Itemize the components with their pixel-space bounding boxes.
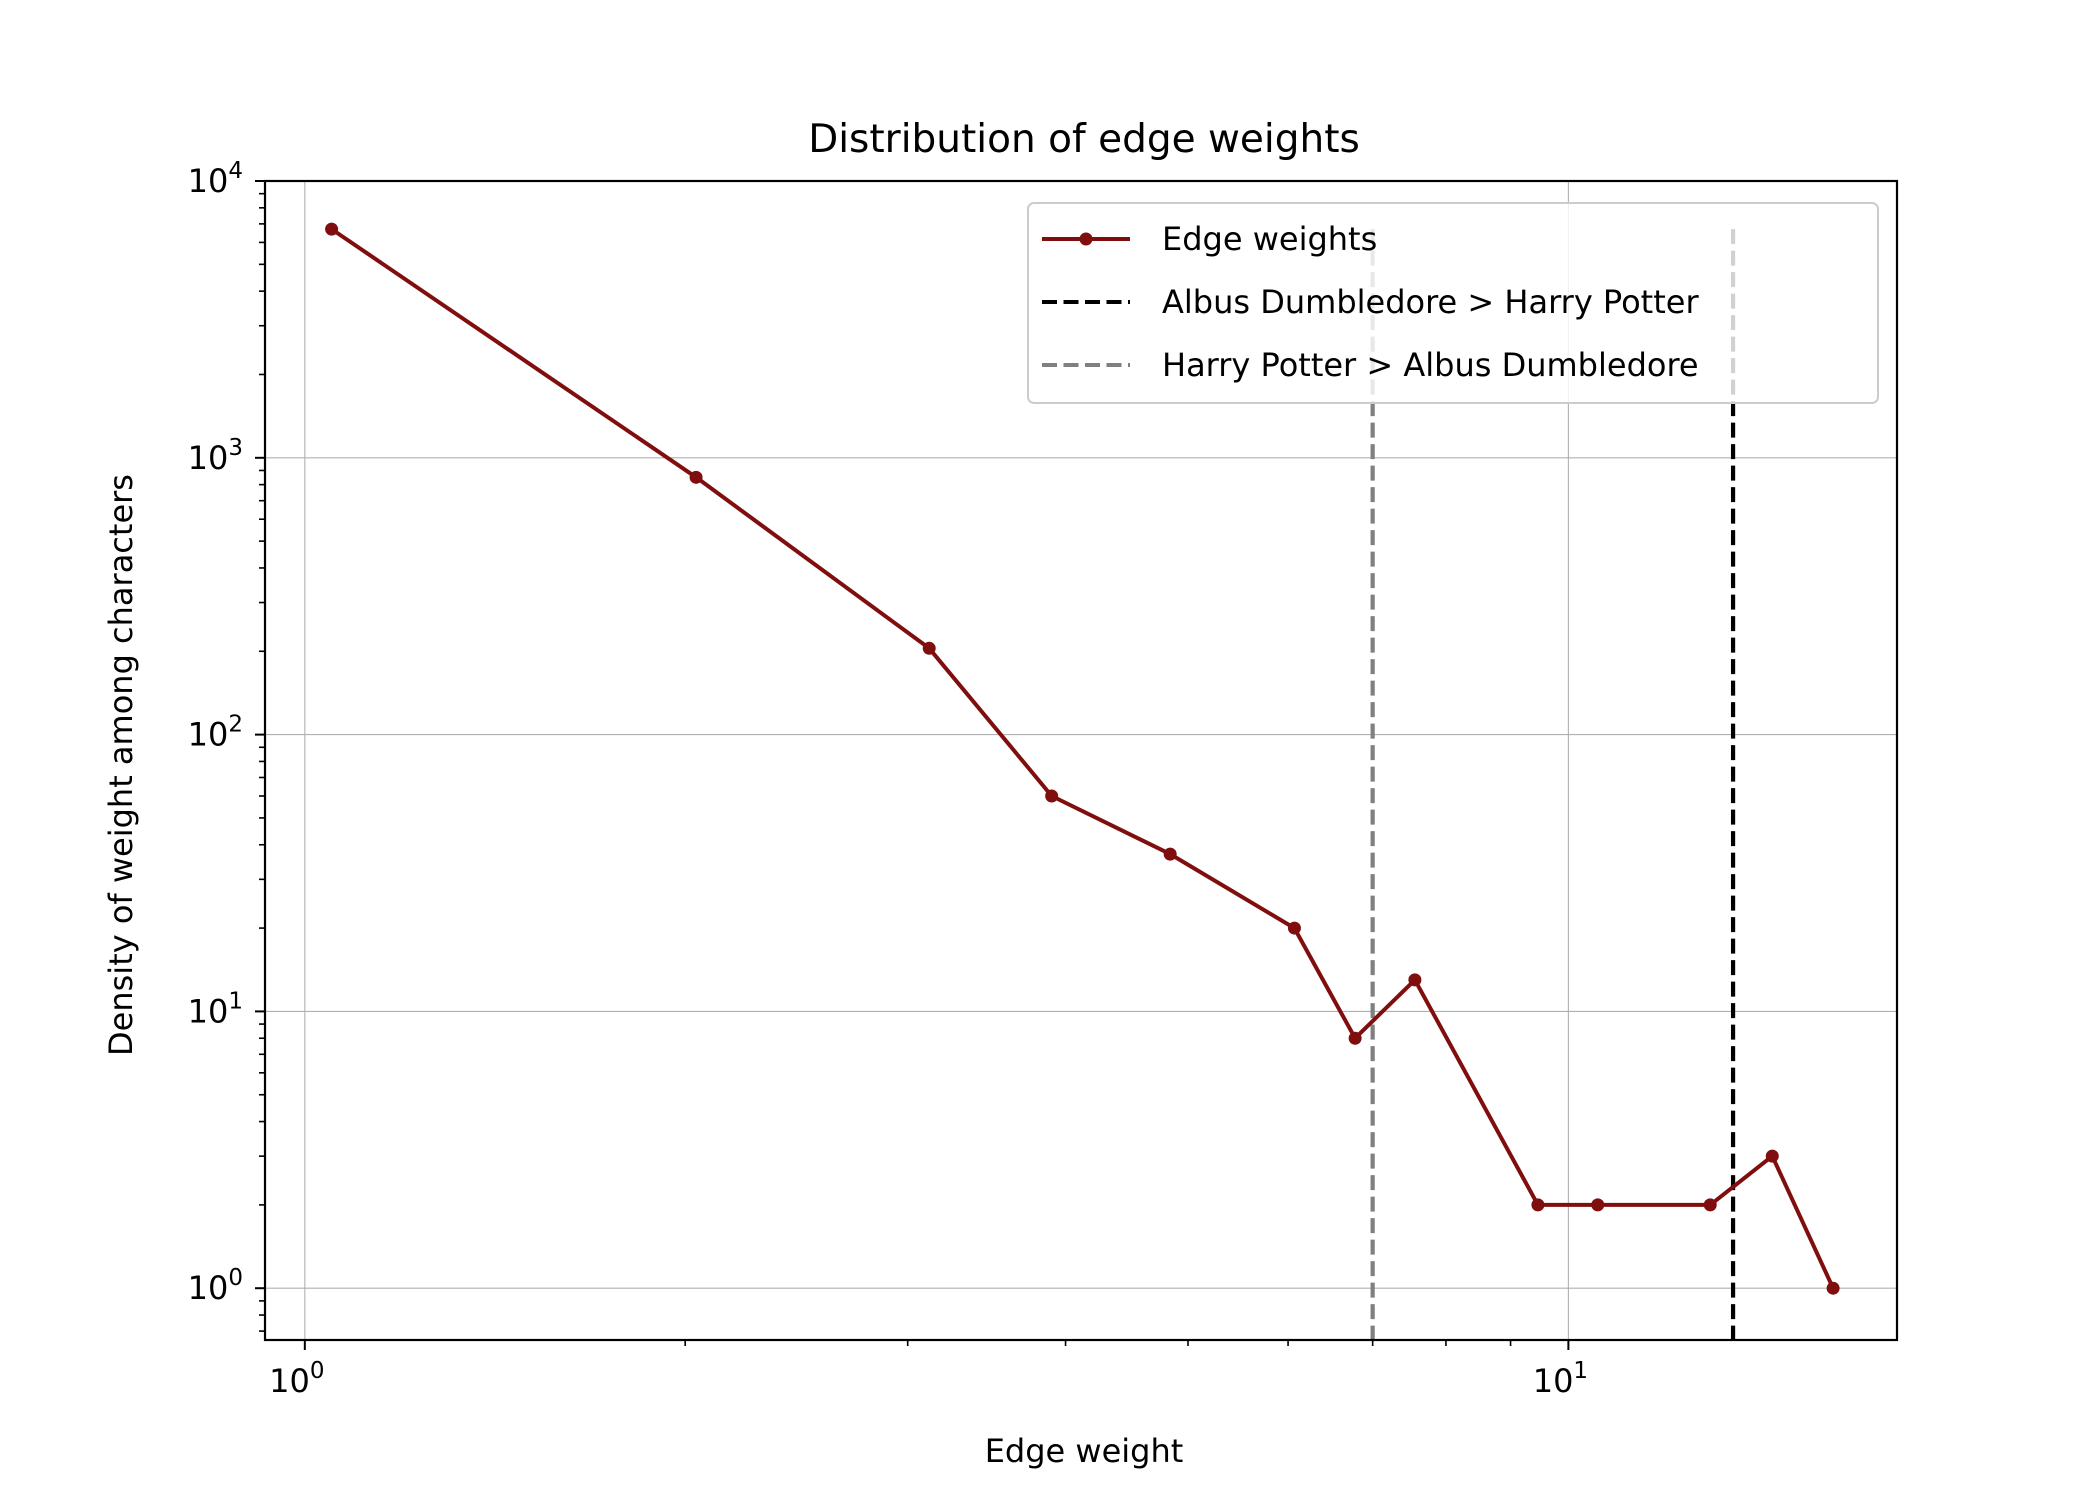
data-point-12 — [1826, 1281, 1840, 1295]
x-axis-label: Edge weight — [985, 1432, 1184, 1470]
legend-label-dumbledore-to-potter: Albus Dumbledore > Harry Potter — [1162, 283, 1699, 321]
y-tick-label-0: 100 — [188, 1265, 243, 1307]
data-point-10 — [1703, 1198, 1717, 1212]
y-tick-label-4: 104 — [188, 158, 243, 200]
data-point-3 — [1045, 789, 1059, 803]
data-point-8 — [1531, 1198, 1545, 1212]
data-point-4 — [1163, 847, 1177, 861]
legend-label-edge-weights: Edge weights — [1162, 220, 1377, 258]
data-point-9 — [1591, 1198, 1605, 1212]
y-tick-label-2: 102 — [188, 712, 243, 754]
legend-marker-edge-weights — [1079, 232, 1093, 246]
legend-box — [1027, 202, 1879, 404]
data-point-11 — [1765, 1149, 1779, 1163]
data-point-1 — [689, 470, 703, 484]
reference-lines — [1370, 229, 1736, 1340]
y-axis-label: Density of weight among characters — [102, 474, 140, 1056]
data-point-0 — [325, 222, 339, 236]
data-point-2 — [922, 641, 936, 655]
axes-frame — [263, 179, 1899, 1342]
data-point-6 — [1348, 1031, 1362, 1045]
legend: Edge weights Albus Dumbledore > Harry Po… — [1027, 202, 1879, 404]
y-tick-label-1: 101 — [188, 988, 243, 1030]
series-layer — [325, 222, 1840, 1295]
x-tick-label-0: 100 — [269, 1358, 324, 1400]
major-ticks — [255, 180, 1570, 1350]
data-point-7 — [1408, 973, 1422, 987]
data-point-5 — [1287, 921, 1301, 935]
x-tick-label-1: 101 — [1533, 1358, 1588, 1400]
legend-label-potter-to-dumbledore: Harry Potter > Albus Dumbledore — [1162, 346, 1699, 384]
y-tick-label-3: 103 — [188, 435, 243, 477]
chart-title: Distribution of edge weights — [808, 117, 1360, 162]
tick-labels: 100 101 100 101 102 103 104 — [188, 158, 1588, 1400]
